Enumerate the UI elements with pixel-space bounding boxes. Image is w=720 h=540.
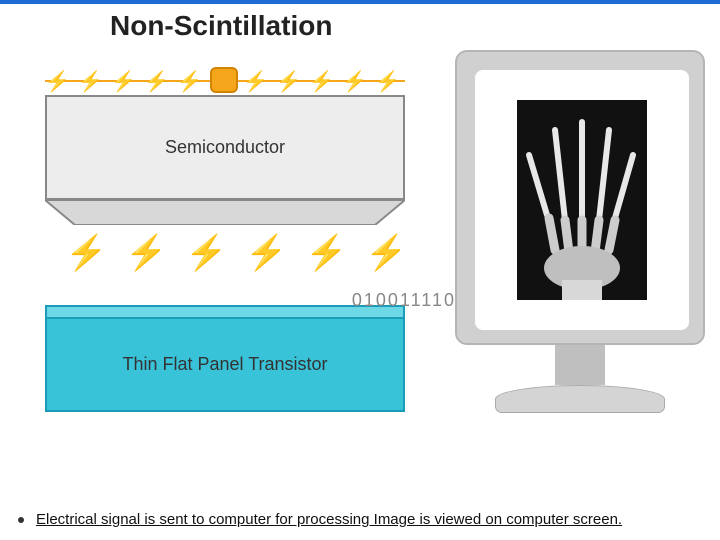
bolt-icon: ⚡ xyxy=(245,233,287,273)
zap-icon: ⚡ xyxy=(111,69,136,94)
transistor-panel-label: Thin Flat Panel Transistor xyxy=(122,354,327,375)
monitor xyxy=(455,50,705,413)
caption-text: Electrical signal is sent to computer fo… xyxy=(36,511,622,528)
transistor-panel-body: Thin Flat Panel Transistor xyxy=(45,317,405,412)
zap-icon: ⚡ xyxy=(375,69,400,94)
page-title: Non-Scintillation xyxy=(110,10,332,42)
zap-icon: ⚡ xyxy=(144,69,169,94)
semiconductor-block: Semiconductor xyxy=(45,95,405,225)
semiconductor-body: Semiconductor xyxy=(45,95,405,200)
bolt-icon: ⚡ xyxy=(65,233,107,273)
monitor-screen xyxy=(475,70,689,330)
zap-icon: ⚡ xyxy=(342,69,367,94)
xray-source-icon xyxy=(210,67,238,93)
bolt-icon: ⚡ xyxy=(125,233,167,273)
zap-icon: ⚡ xyxy=(78,69,103,94)
monitor-neck xyxy=(555,345,605,385)
caption-row: Electrical signal is sent to computer fo… xyxy=(18,511,622,528)
top-bar xyxy=(0,0,720,4)
hand-xray-icon xyxy=(517,100,647,300)
zap-icon: ⚡ xyxy=(276,69,301,94)
bolt-icon: ⚡ xyxy=(305,233,347,273)
zap-icon: ⚡ xyxy=(45,69,70,94)
semiconductor-bevel xyxy=(45,200,405,225)
bolt-icon: ⚡ xyxy=(185,233,227,273)
bolt-icon: ⚡ xyxy=(365,233,407,273)
transistor-panel: Thin Flat Panel Transistor xyxy=(45,305,405,412)
zap-icon: ⚡ xyxy=(177,69,202,94)
zap-icon: ⚡ xyxy=(243,69,268,94)
zap-icon: ⚡ xyxy=(309,69,334,94)
monitor-base xyxy=(495,385,665,413)
semiconductor-label: Semiconductor xyxy=(165,137,285,158)
bullet-icon xyxy=(18,517,24,523)
monitor-frame xyxy=(455,50,705,345)
